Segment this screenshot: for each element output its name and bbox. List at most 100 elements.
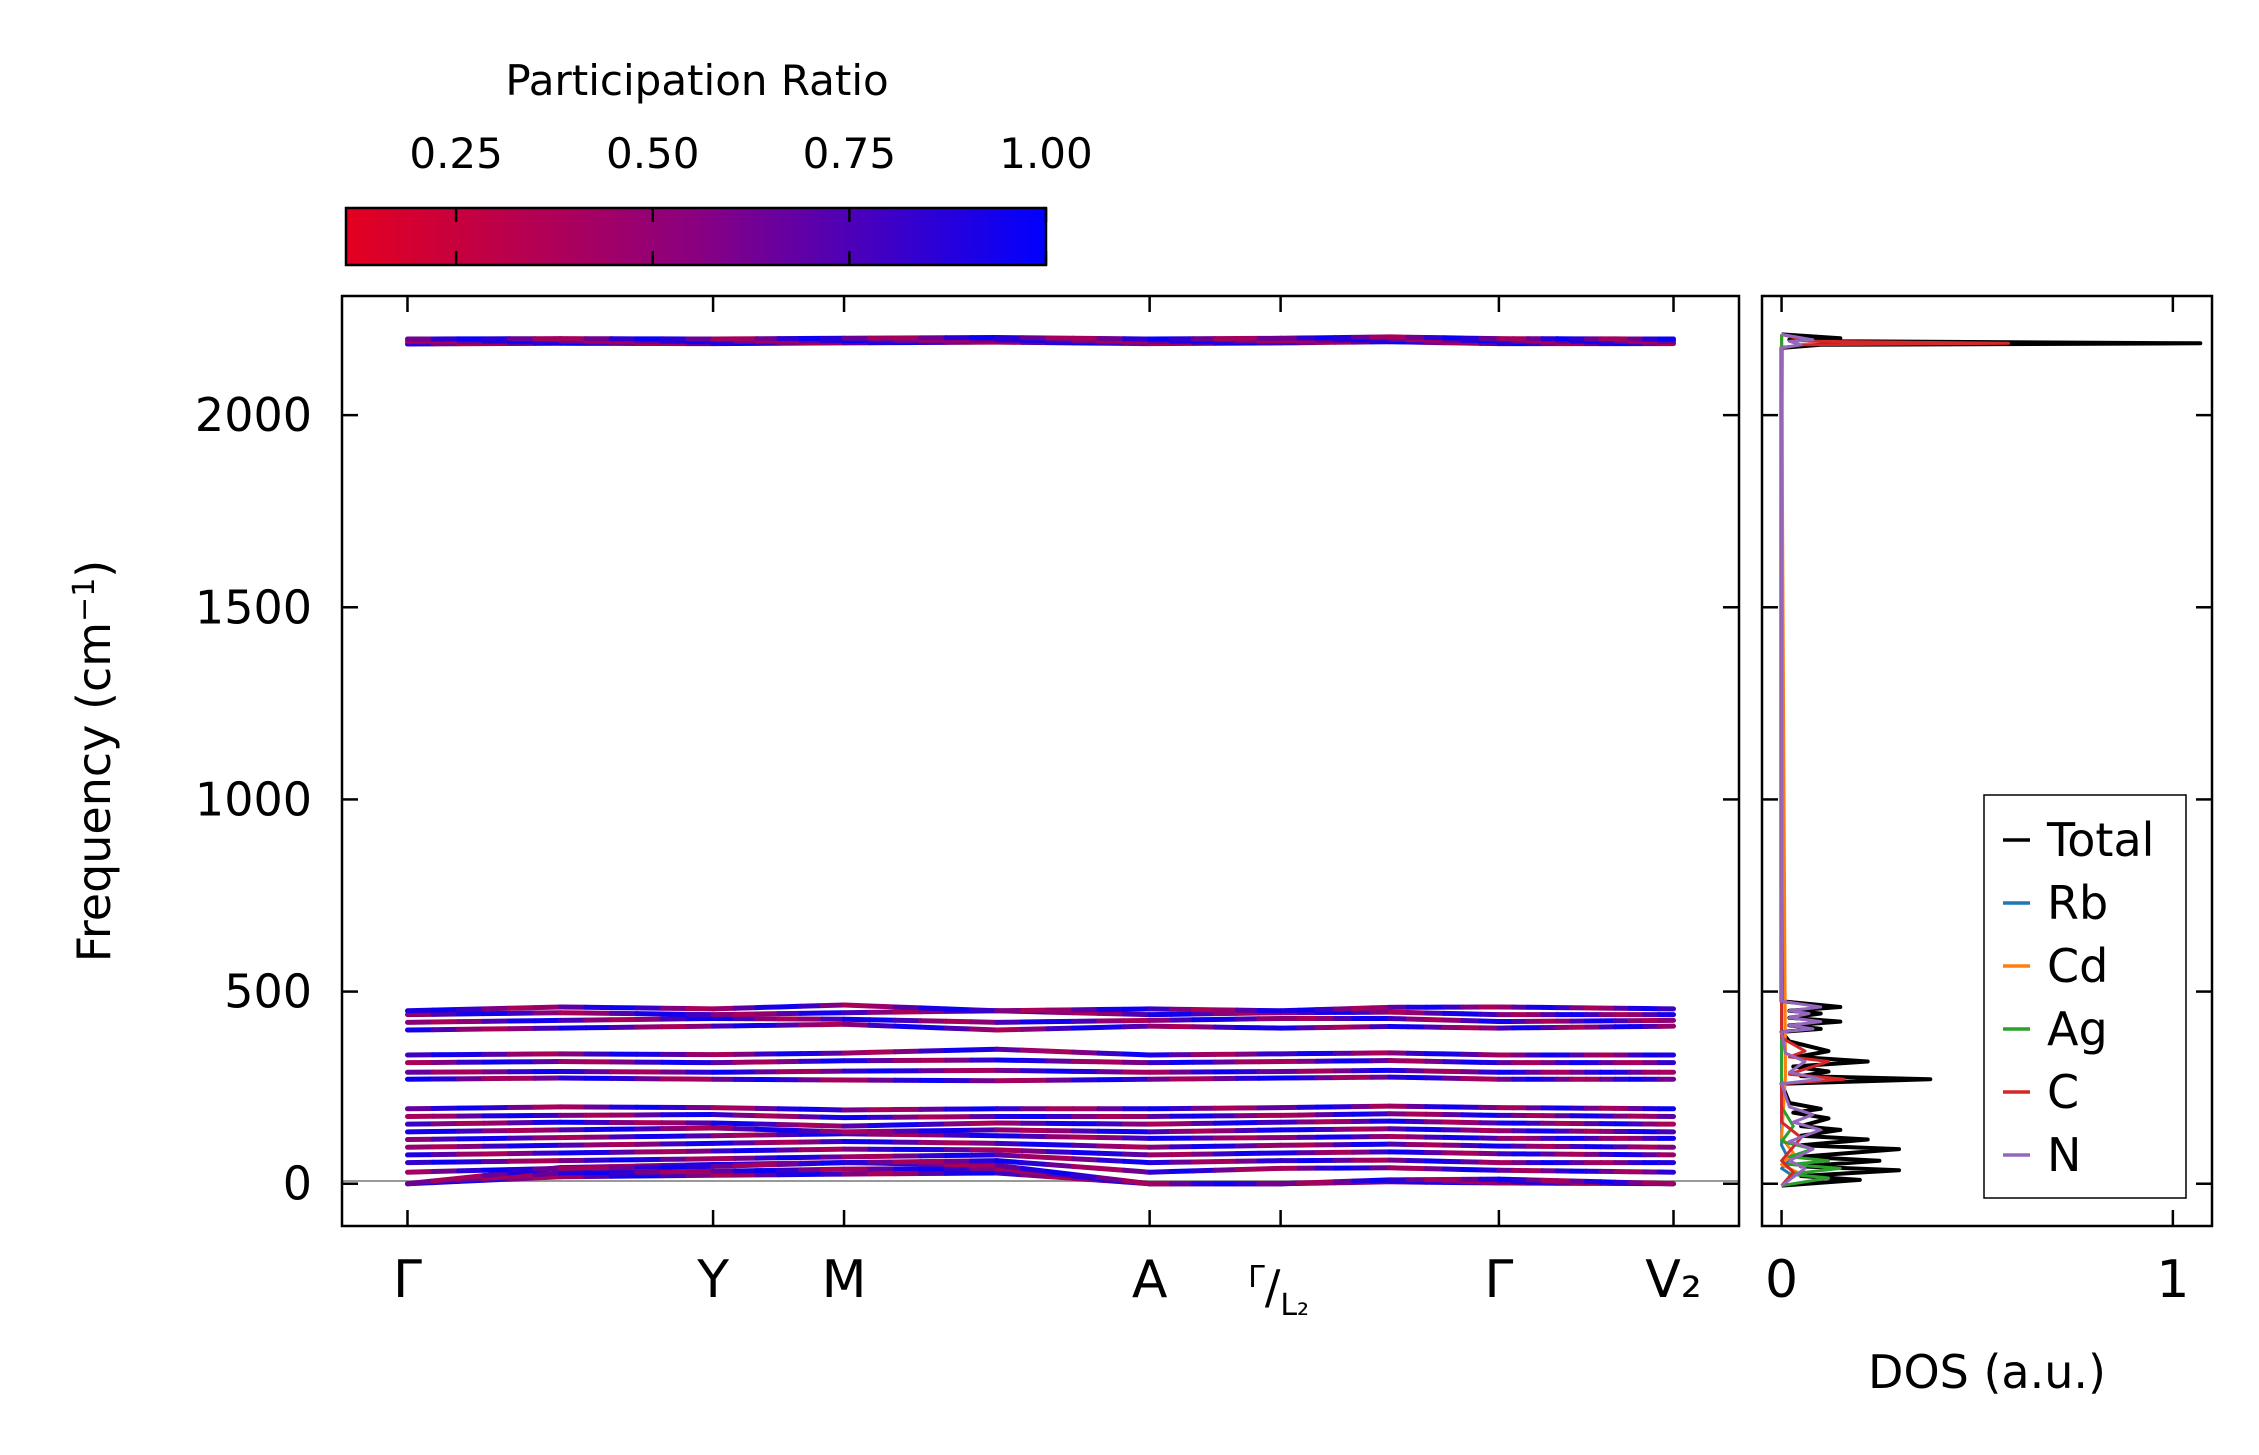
dos-series-n	[1780, 332, 1823, 1187]
band-line	[532, 1165, 563, 1172]
band-line	[430, 1007, 461, 1013]
x-tick-label: M	[822, 1250, 867, 1310]
band-line	[754, 1126, 782, 1133]
band-line	[732, 1162, 760, 1169]
band-line	[1296, 1007, 1320, 1013]
band-line	[1387, 1015, 1411, 1022]
band-line	[892, 1023, 923, 1030]
band-line	[776, 1127, 803, 1134]
legend-label: Cd	[2047, 939, 2108, 993]
band-line	[1121, 1167, 1153, 1175]
band-line	[994, 1147, 1025, 1154]
band-line	[430, 1168, 461, 1175]
band-line	[1019, 1148, 1051, 1155]
band-line	[1121, 1178, 1153, 1187]
band-line	[481, 1167, 512, 1173]
band-line	[1369, 1004, 1393, 1011]
band-line	[1405, 1016, 1429, 1023]
bands	[404, 334, 1677, 1187]
colorbar-tick-label: 0.50	[606, 129, 700, 178]
band-line	[532, 1170, 563, 1178]
dos-plot-frame	[1760, 294, 2214, 1228]
band-line	[1332, 1005, 1356, 1012]
colorbar-title: Participation Ratio	[505, 56, 888, 105]
band-line	[841, 1049, 873, 1056]
band-line	[1070, 1163, 1102, 1171]
band-line	[455, 1167, 487, 1174]
band-line	[1096, 1143, 1127, 1150]
band-line	[1045, 1168, 1076, 1178]
x-tick-label: Γ	[393, 1250, 422, 1310]
band-line	[1019, 1141, 1051, 1148]
band-line	[710, 1125, 738, 1132]
legend-label: Rb	[2047, 876, 2108, 930]
band-line	[819, 1114, 847, 1121]
band-line	[710, 1005, 738, 1012]
band-line	[506, 1166, 538, 1173]
band-line	[867, 1017, 898, 1023]
band-line	[1441, 1017, 1466, 1024]
legend-label: Total	[2046, 813, 2154, 867]
band-line	[1256, 1165, 1284, 1172]
band-line	[819, 1128, 847, 1135]
x-tick-label: Γ/L₂	[1248, 1260, 1309, 1323]
band-line	[1096, 1150, 1127, 1157]
band-line	[732, 1126, 760, 1132]
band-line	[1350, 1178, 1375, 1184]
y-tick-label: 2000	[195, 388, 312, 442]
band-line	[1121, 1023, 1153, 1030]
y-tick-label: 1500	[195, 580, 312, 634]
band-structure-panel: Γ Y M A Γ/L₂ Γ V₂ 0 500 1000 1500 2000 Frequency (…	[67, 294, 1741, 1323]
band-line	[1096, 1157, 1127, 1164]
band-line	[1121, 1144, 1153, 1150]
colorbar: Participation Ratio 0.25 0.50 0.75 1.00	[344, 56, 1093, 267]
x-tick-label: Γ	[1484, 1250, 1513, 1310]
dos-series-c	[1780, 332, 2010, 1187]
band-line	[506, 1175, 538, 1182]
band-line	[1045, 1149, 1076, 1155]
band-line	[1314, 1179, 1338, 1185]
band-line	[943, 1025, 974, 1032]
band-line	[994, 1152, 1025, 1159]
y-tick-label: 0	[283, 1157, 312, 1211]
band-line	[994, 1162, 1025, 1171]
legend-label: C	[2047, 1065, 2079, 1119]
band-line	[1019, 1047, 1051, 1054]
dos-x-axis-label: DOS (a.u.)	[1868, 1345, 2106, 1399]
band-line	[1096, 1175, 1127, 1184]
band-line	[819, 1002, 847, 1009]
band-line	[481, 1005, 512, 1012]
band-line	[776, 1003, 803, 1010]
band-line	[1278, 1007, 1302, 1014]
band-line	[1019, 1172, 1051, 1180]
band-line	[1314, 1006, 1338, 1013]
legend-label: N	[2047, 1128, 2081, 1182]
band-line	[867, 1049, 898, 1055]
band-line	[968, 1046, 1000, 1053]
band-line	[732, 1112, 760, 1119]
band-x-ticks: Γ Y M A Γ/L₂ Γ V₂	[393, 296, 1702, 1323]
band-line	[867, 1022, 898, 1029]
band-line	[994, 1170, 1025, 1178]
band-line	[1070, 1149, 1102, 1156]
band-line	[917, 1018, 949, 1024]
band-line	[732, 1121, 760, 1127]
band-line	[754, 1004, 782, 1011]
band-line	[917, 1024, 949, 1031]
band-line	[710, 1163, 738, 1169]
band-line	[455, 1173, 487, 1181]
band-line	[1045, 1142, 1076, 1148]
band-line	[1190, 1167, 1218, 1174]
band-line	[892, 1122, 923, 1128]
band-line	[968, 1120, 1000, 1127]
band-line	[1045, 1154, 1076, 1162]
band-line	[994, 1140, 1025, 1147]
band-line	[776, 1113, 803, 1120]
band-line	[1045, 1048, 1076, 1055]
band-line	[404, 1169, 436, 1175]
band-line	[867, 1122, 898, 1129]
band-line	[1045, 1162, 1076, 1169]
band-line	[1070, 1156, 1102, 1163]
band-line	[1096, 1165, 1127, 1173]
